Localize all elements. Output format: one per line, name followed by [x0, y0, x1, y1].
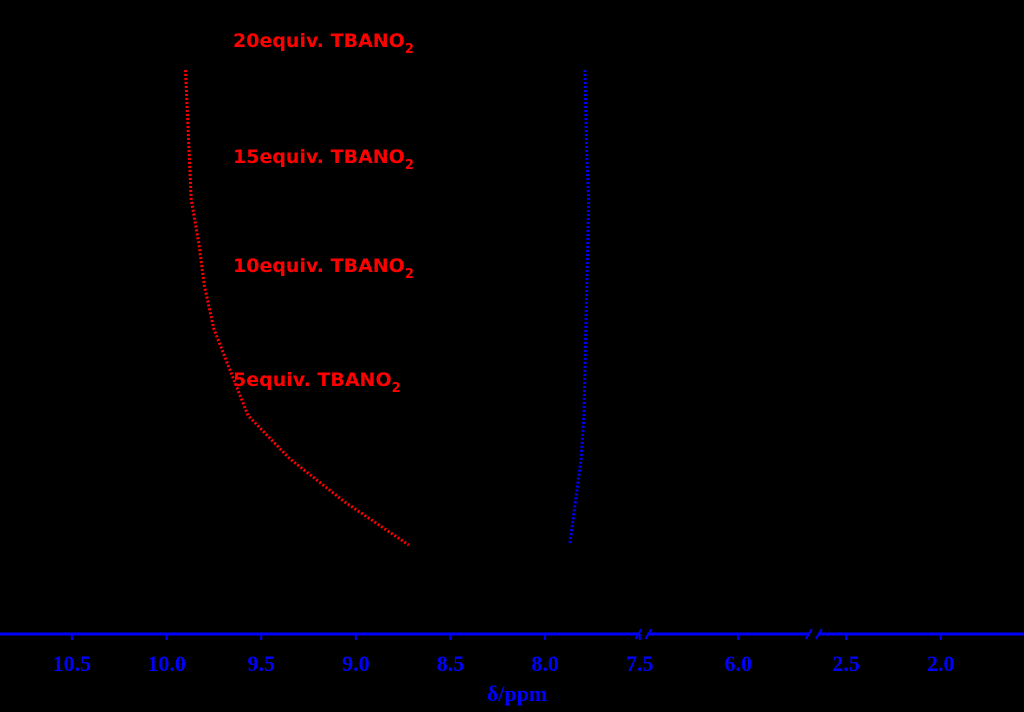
x-tick-label: 2.5 — [832, 651, 860, 676]
axis-break — [815, 628, 823, 640]
annotation-text: 15equiv. TBANO — [233, 146, 405, 168]
x-axis-label: δ/ppm — [487, 681, 547, 706]
annotation: 20equiv. TBANO2 — [233, 30, 414, 57]
annotation-text: 20equiv. TBANO — [233, 30, 405, 52]
axis-break — [805, 628, 813, 640]
x-tick-label: 6.0 — [724, 651, 752, 676]
x-tick-label: 8.5 — [437, 651, 465, 676]
x-tick-label: 2.0 — [927, 651, 955, 676]
annotation-subscript: 2 — [405, 158, 414, 173]
annotation-subscript: 2 — [405, 267, 414, 282]
axis-break-gap — [809, 631, 818, 637]
axis-break-gap — [639, 631, 648, 637]
annotation-text: 5equiv. TBANO — [233, 369, 392, 391]
annotation-text: 10equiv. TBANO — [233, 255, 405, 277]
axis-break — [634, 628, 643, 640]
x-tick-label: 10.5 — [53, 651, 92, 676]
axis-break — [644, 628, 653, 640]
x-tick-label: 9.0 — [342, 651, 370, 676]
x-tick-label: 8.0 — [531, 651, 559, 676]
annotation-subscript: 2 — [405, 42, 414, 57]
x-tick-label: 9.5 — [247, 651, 275, 676]
annotation: 10equiv. TBANO2 — [233, 255, 414, 282]
annotation-subscript: 2 — [392, 381, 401, 396]
series-line — [568, 69, 591, 546]
annotation: 15equiv. TBANO2 — [233, 146, 414, 173]
x-tick-label: 7.5 — [626, 651, 654, 676]
x-tick-label: 10.0 — [147, 651, 186, 676]
series-line — [184, 69, 410, 547]
annotation: 5equiv. TBANO2 — [233, 369, 401, 396]
